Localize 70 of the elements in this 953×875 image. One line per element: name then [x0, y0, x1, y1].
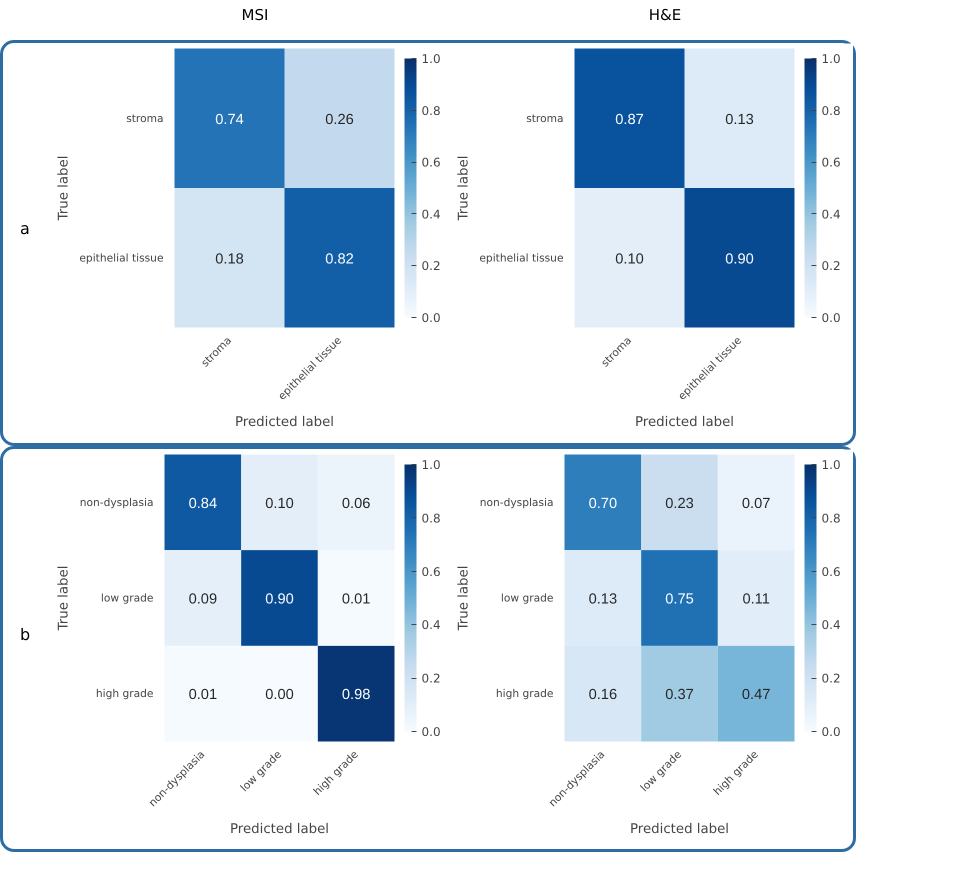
- color-bar-label: 0.6: [822, 156, 841, 170]
- color-bar-label: 0.2: [822, 672, 841, 686]
- data-label: 0.10: [265, 496, 294, 512]
- data-label: 0.16: [588, 687, 618, 704]
- y-axis-title: True label: [456, 566, 472, 632]
- data-label: 0.13: [588, 592, 618, 608]
- color-bar-label: 0.8: [822, 104, 841, 118]
- color-bar-label: 0.2: [822, 259, 841, 274]
- color-bar-label: 0.8: [422, 511, 441, 526]
- color-bar-label: 0.4: [822, 207, 841, 222]
- color-bar-label: 1.0: [422, 52, 441, 66]
- y-axis-title: True label: [456, 156, 472, 222]
- color-bar-label: 0.4: [422, 207, 441, 222]
- data-label: 0.00: [265, 687, 294, 704]
- y-tick-label: non-dysplasia: [480, 496, 554, 509]
- data-label: 0.37: [665, 687, 694, 704]
- color-bar-label: 0.2: [422, 672, 441, 686]
- color-bar-label: 1.0: [422, 458, 441, 472]
- data-label: 0.98: [342, 687, 370, 704]
- color-bar-label: 1.0: [822, 458, 841, 472]
- x-axis-title: Predicted label: [230, 822, 330, 837]
- text: a: [20, 218, 30, 240]
- color-bar-label: 0.0: [422, 725, 441, 739]
- color-bar-label: 0.6: [422, 564, 441, 579]
- data-label: 0.47: [742, 687, 770, 704]
- data-label: 0.82: [325, 251, 354, 268]
- data-label: 0.13: [725, 112, 754, 128]
- color-bar-label: 0.2: [422, 259, 441, 274]
- y-tick-label: low grade: [500, 592, 554, 604]
- color-bar-label: 0.0: [822, 311, 841, 325]
- color-bar-label: 0.0: [422, 311, 441, 325]
- color-bar-label: 0.8: [422, 104, 441, 118]
- y-tick-label: epithelial tissue: [479, 251, 564, 264]
- data-label: 0.70: [588, 496, 618, 512]
- y-axis-title: True label: [56, 566, 72, 632]
- color-bar-label: 0.4: [422, 618, 441, 632]
- data-label: 0.84: [188, 496, 218, 512]
- data-label: 0.87: [615, 112, 644, 128]
- color-bar-label: 0.4: [822, 618, 841, 632]
- color-bar-label: 0.0: [822, 725, 841, 739]
- y-tick-label: high grade: [96, 687, 154, 700]
- y-tick-label: epithelial tissue: [79, 251, 164, 264]
- data-label: 0.11: [742, 592, 770, 608]
- color-bar-label: 1.0: [822, 52, 841, 66]
- data-label: 0.90: [265, 592, 294, 608]
- x-axis-title: Predicted label: [634, 415, 734, 430]
- data-label: 0.23: [665, 496, 694, 512]
- data-label: 0.18: [215, 251, 244, 268]
- y-tick-label: low grade: [100, 592, 154, 604]
- data-label: 0.90: [725, 251, 754, 268]
- y-tick-label: non-dysplasia: [80, 496, 154, 509]
- y-axis-title: True label: [56, 156, 72, 222]
- data-label: 0.01: [188, 687, 218, 704]
- data-label: 0.01: [342, 592, 370, 608]
- color-bar-label: 0.6: [822, 564, 841, 579]
- text: b: [20, 624, 30, 646]
- data-label: 0.74: [215, 112, 244, 128]
- data-label: 0.75: [665, 592, 694, 608]
- data-label: 0.09: [188, 592, 218, 608]
- chart-title: H&E: [648, 5, 682, 26]
- y-tick-label: high grade: [496, 687, 554, 700]
- data-label: 0.26: [325, 112, 354, 128]
- data-label: 0.10: [615, 251, 644, 268]
- chart-title: MSI: [242, 5, 268, 26]
- x-axis-title: Predicted label: [234, 415, 334, 430]
- data-label: 0.07: [742, 496, 770, 512]
- color-bar-label: 0.8: [822, 511, 841, 526]
- color-bar-label: 0.6: [422, 156, 441, 170]
- data-label: 0.06: [342, 496, 370, 512]
- x-axis-title: Predicted label: [630, 822, 730, 837]
